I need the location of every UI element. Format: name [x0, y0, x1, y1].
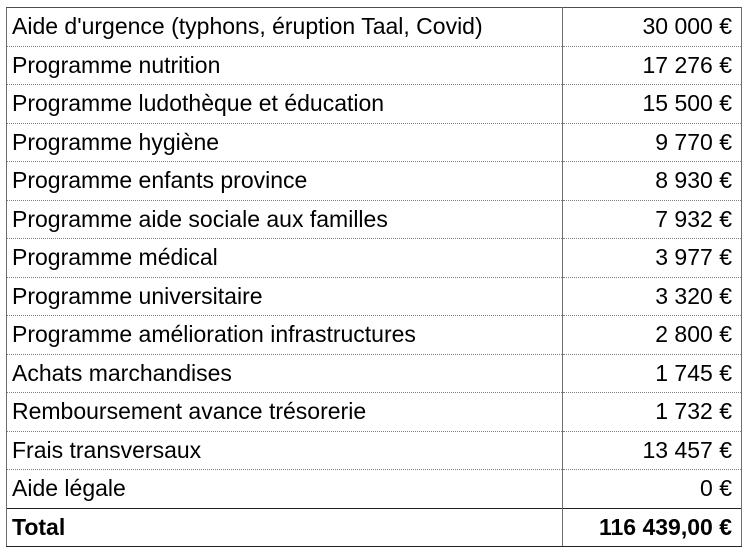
row-label[interactable]: Programme aide sociale aux familles: [6, 199, 563, 239]
table-row: Frais transversaux 13 457 €: [6, 430, 742, 470]
row-amount[interactable]: 15 500 €: [562, 84, 742, 124]
row-label[interactable]: Programme universitaire: [6, 276, 563, 316]
row-label[interactable]: Remboursement avance trésorerie: [6, 392, 563, 432]
row-amount[interactable]: 7 932 €: [562, 199, 742, 239]
row-label[interactable]: Achats marchandises: [6, 353, 563, 393]
row-label[interactable]: Programme nutrition: [6, 45, 563, 85]
table-row: Programme amélioration infrastructures 2…: [6, 315, 742, 355]
row-label[interactable]: Programme amélioration infrastructures: [6, 315, 563, 355]
table-row: Programme universitaire 3 320 €: [6, 276, 742, 316]
row-amount[interactable]: 9 770 €: [562, 122, 742, 162]
total-row: Total 116 439,00 €: [6, 507, 742, 547]
table-row: Aide légale 0 €: [6, 469, 742, 509]
table-row: Programme aide sociale aux familles 7 93…: [6, 199, 742, 239]
row-amount[interactable]: 13 457 €: [562, 430, 742, 470]
row-amount[interactable]: 1 732 €: [562, 392, 742, 432]
total-label[interactable]: Total: [6, 507, 563, 547]
row-amount[interactable]: 0 €: [562, 469, 742, 509]
row-label[interactable]: Programme hygiène: [6, 122, 563, 162]
table-row: Aide d'urgence (typhons, éruption Taal, …: [6, 7, 742, 47]
budget-table: Aide d'urgence (typhons, éruption Taal, …: [6, 7, 742, 547]
table-row: Programme nutrition 17 276 €: [6, 45, 742, 85]
row-amount[interactable]: 3 320 €: [562, 276, 742, 316]
row-amount[interactable]: 3 977 €: [562, 238, 742, 278]
table-row: Programme ludothèque et éducation 15 500…: [6, 84, 742, 124]
row-amount[interactable]: 17 276 €: [562, 45, 742, 85]
row-label[interactable]: Aide légale: [6, 469, 563, 509]
total-amount[interactable]: 116 439,00 €: [562, 507, 742, 547]
row-label[interactable]: Programme médical: [6, 238, 563, 278]
row-amount[interactable]: 30 000 €: [562, 7, 742, 47]
table-row: Remboursement avance trésorerie 1 732 €: [6, 392, 742, 432]
row-amount[interactable]: 8 930 €: [562, 161, 742, 201]
table-row: Achats marchandises 1 745 €: [6, 353, 742, 393]
row-amount[interactable]: 1 745 €: [562, 353, 742, 393]
table-row: Programme enfants province 8 930 €: [6, 161, 742, 201]
row-label[interactable]: Aide d'urgence (typhons, éruption Taal, …: [6, 7, 563, 47]
row-amount[interactable]: 2 800 €: [562, 315, 742, 355]
table-row: Programme hygiène 9 770 €: [6, 122, 742, 162]
row-label[interactable]: Frais transversaux: [6, 430, 563, 470]
row-label[interactable]: Programme enfants province: [6, 161, 563, 201]
table-row: Programme médical 3 977 €: [6, 238, 742, 278]
row-label[interactable]: Programme ludothèque et éducation: [6, 84, 563, 124]
